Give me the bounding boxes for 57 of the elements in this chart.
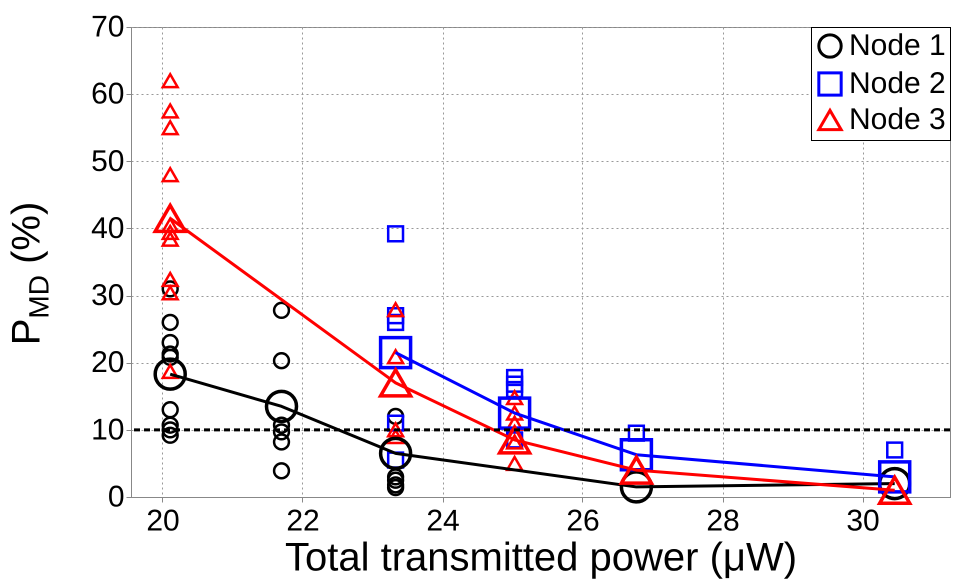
point bbox=[272, 462, 290, 480]
point bbox=[162, 103, 179, 119]
point bbox=[162, 334, 179, 352]
point bbox=[272, 352, 290, 370]
x-tick-label: 26 bbox=[566, 504, 600, 538]
point bbox=[162, 120, 179, 136]
x-tick-label: 22 bbox=[286, 504, 320, 538]
legend-label: Node 1 bbox=[849, 29, 946, 62]
x-tick-label: 20 bbox=[146, 504, 180, 538]
point bbox=[886, 441, 904, 459]
y-tick-label: 40 bbox=[91, 212, 124, 245]
point bbox=[162, 401, 179, 418]
x-axis-title: Total transmitted power (μW) bbox=[284, 536, 798, 580]
y-tick-label: 70 bbox=[91, 10, 124, 44]
point bbox=[162, 426, 179, 444]
point bbox=[162, 314, 179, 332]
point bbox=[162, 272, 179, 288]
point bbox=[628, 424, 646, 442]
point bbox=[272, 302, 290, 319]
point bbox=[386, 302, 404, 318]
point bbox=[620, 455, 654, 485]
point bbox=[162, 224, 179, 240]
point bbox=[506, 368, 524, 386]
point bbox=[272, 416, 290, 434]
point bbox=[162, 167, 179, 182]
point bbox=[378, 336, 412, 370]
point bbox=[272, 423, 290, 441]
point bbox=[162, 285, 179, 301]
point bbox=[878, 460, 912, 494]
legend-label: Node 2 bbox=[849, 67, 946, 100]
y-tick-label: 10 bbox=[91, 413, 124, 446]
point bbox=[386, 225, 404, 242]
y-tick-label: 0 bbox=[108, 480, 124, 514]
y-tick-label: 30 bbox=[91, 279, 124, 312]
point bbox=[878, 476, 912, 506]
y-tick-label: 20 bbox=[91, 346, 124, 380]
point bbox=[386, 468, 404, 486]
y-tick-label: 60 bbox=[91, 78, 124, 111]
point bbox=[162, 421, 179, 439]
x-tick-label: 24 bbox=[426, 504, 460, 538]
point bbox=[162, 416, 179, 434]
point bbox=[378, 368, 412, 398]
point bbox=[386, 422, 404, 438]
y-tick-label: 50 bbox=[91, 144, 124, 178]
point bbox=[272, 433, 290, 451]
x-tick-label: 28 bbox=[706, 504, 740, 538]
point bbox=[153, 204, 187, 234]
point bbox=[162, 232, 179, 247]
x-tick-label: 30 bbox=[846, 504, 880, 538]
legend-label: Node 3 bbox=[849, 103, 946, 136]
point bbox=[378, 436, 412, 470]
point bbox=[498, 396, 532, 430]
point bbox=[162, 73, 179, 88]
point bbox=[153, 357, 187, 391]
point bbox=[386, 472, 404, 489]
point bbox=[264, 390, 298, 424]
point bbox=[498, 425, 532, 455]
